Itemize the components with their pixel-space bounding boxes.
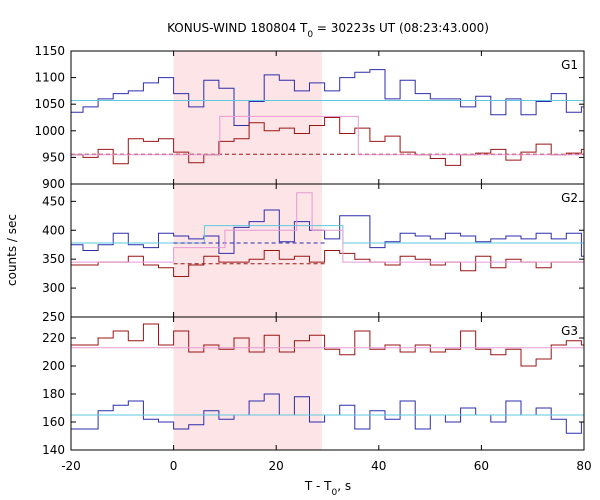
x-axis-label: T - T0, s [304,479,351,498]
line-background-upper [71,225,584,244]
x-tick-label: 60 [474,459,489,473]
y-tick-label: 250 [42,310,65,324]
plot-area [71,69,584,166]
series-counts-lower [71,393,584,434]
y-tick-label: 900 [42,177,65,191]
panel-label: G2 [561,191,578,205]
y-tick-label: 400 [42,223,65,237]
y-tick-label: 200 [42,359,65,373]
y-tick-label: 160 [42,415,65,429]
y-tick-label: 140 [42,443,65,457]
y-tick-label: 1050 [34,97,65,111]
panel-g1: 900 950 1000 1050 1100 1150 G1 [34,44,585,191]
y-tick-label: 350 [42,252,65,266]
highlight-interval [173,317,322,450]
y-tick-label: 1100 [34,71,65,85]
panel-label: G3 [561,324,578,338]
panel-frame [70,316,585,451]
y-tick-label: 450 [42,194,65,208]
y-tick-label: 220 [42,331,65,345]
series-counts-upper [71,209,584,257]
panel-g2: 250 300 350 400 450 G2 [42,183,585,324]
highlight-interval [173,184,322,317]
y-tick-label: 1000 [34,124,65,138]
plot-area [71,323,584,434]
series-counts-upper [71,69,584,126]
highlight-interval [173,51,322,184]
series-counts-lower [71,117,584,166]
x-tick-label: 40 [371,459,386,473]
plot-area [71,192,584,277]
y-tick-label: 180 [42,387,65,401]
x-tick-label: 80 [576,459,591,473]
y-tick-label: 300 [42,281,65,295]
y-tick-label: 950 [42,150,65,164]
panel-g3: 140 160 180 200 220 G3 [42,316,585,457]
y-axis-label: counts / sec [5,214,19,286]
panel-label: G1 [561,58,578,72]
line-fit-profile [71,192,584,263]
series-counts-lower [71,250,584,277]
y-tick-label: 1150 [34,44,65,58]
line-fit-profile [71,115,584,156]
chart-title: KONUS-WIND 180804 T0 = 30223s UT (08:23:… [167,21,489,40]
series-counts-upper [71,323,584,367]
x-tick-label: 20 [269,459,284,473]
x-axis: -20 0 20 40 60 80 [61,459,591,473]
x-tick-label: -20 [61,459,81,473]
x-tick-label: 0 [170,459,178,473]
